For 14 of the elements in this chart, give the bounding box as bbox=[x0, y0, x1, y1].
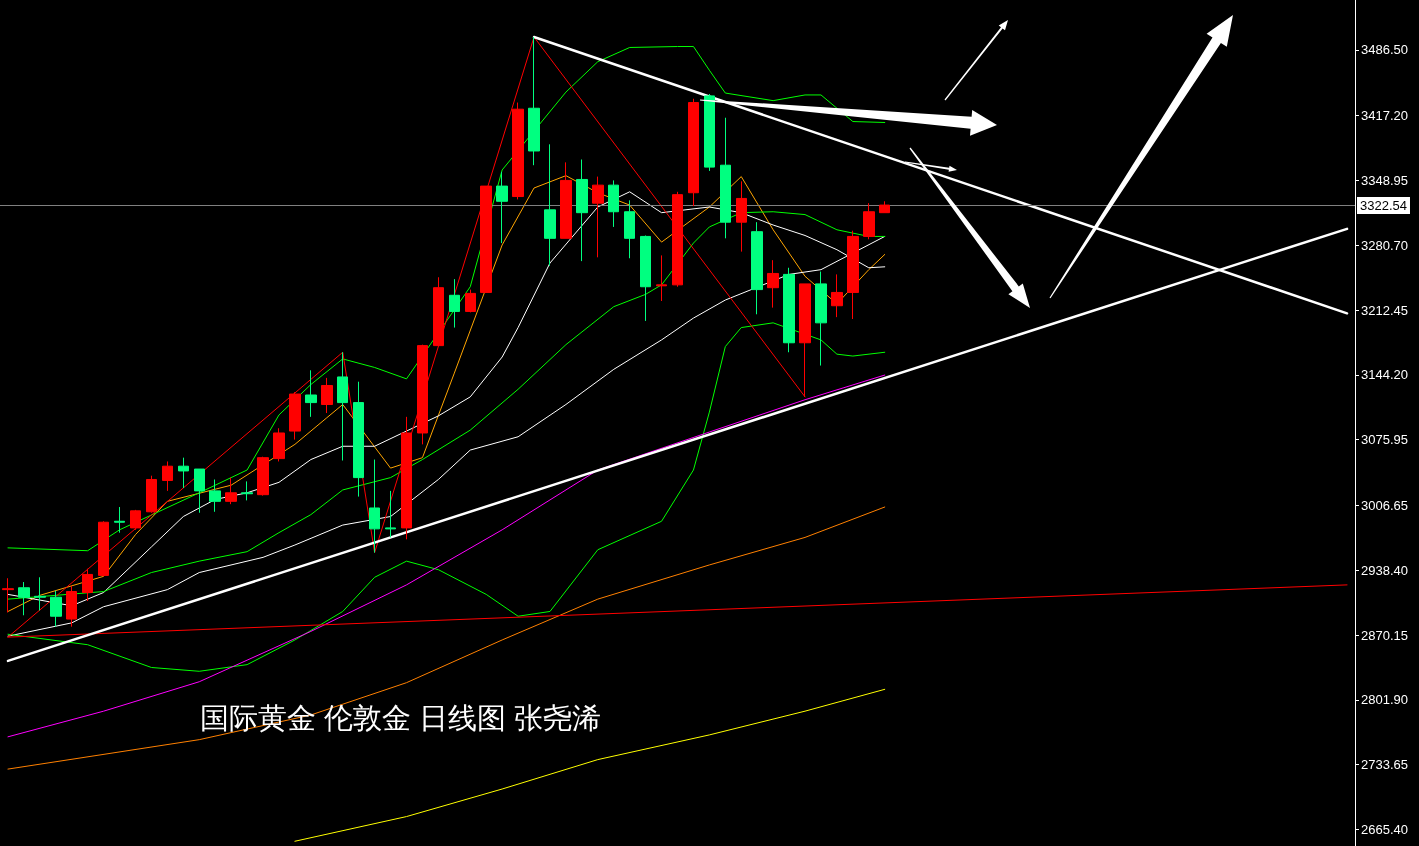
y-tick-label: 2938.40 bbox=[1361, 562, 1408, 578]
y-tick-label: 2870.15 bbox=[1361, 627, 1408, 643]
y-tick-label: 3348.95 bbox=[1361, 172, 1408, 188]
y-tick-label: 3212.45 bbox=[1361, 302, 1408, 318]
y-tick-label: 3075.95 bbox=[1361, 432, 1408, 448]
y-tick-label: 3006.65 bbox=[1361, 497, 1408, 513]
y-tick-label: 3417.20 bbox=[1361, 108, 1408, 124]
y-tick-label: 2733.65 bbox=[1361, 757, 1408, 773]
y-tick-label: 2801.90 bbox=[1361, 692, 1408, 708]
ref-line-label: 3322.54 bbox=[1360, 198, 1407, 214]
y-tick-label: 3144.20 bbox=[1361, 367, 1408, 383]
y-tick-label: 3280.70 bbox=[1361, 237, 1408, 253]
y-tick-label: 3486.50 bbox=[1361, 42, 1408, 58]
y-tick-label: 2665.40 bbox=[1361, 821, 1408, 837]
